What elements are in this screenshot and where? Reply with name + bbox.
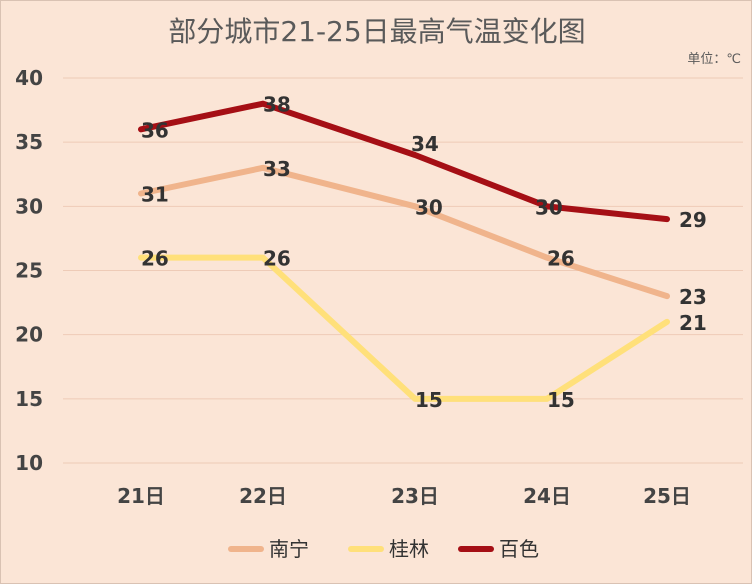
data-label: 30 — [535, 195, 563, 219]
data-label: 23 — [679, 285, 707, 309]
data-label: 15 — [547, 388, 575, 412]
y-tick-label: 20 — [15, 323, 43, 347]
legend-label: 桂林 — [389, 537, 429, 561]
legend: 南宁 桂林 百色 — [228, 537, 539, 561]
data-label: 26 — [141, 247, 169, 271]
y-tick-label: 40 — [15, 66, 43, 90]
legend-label: 百色 — [499, 537, 539, 561]
x-tick-label: 21日 — [117, 484, 165, 508]
y-tick-label: 30 — [15, 194, 43, 218]
chart-title: 部分城市21-25日最高气温变化图 — [168, 15, 585, 48]
series-line — [138, 100, 670, 223]
data-label: 31 — [141, 183, 169, 207]
data-label: 26 — [547, 247, 575, 271]
data-label: 29 — [679, 208, 707, 232]
y-axis-ticks: 10 15 20 25 30 35 40 — [15, 66, 43, 475]
series-line — [138, 254, 670, 402]
y-tick-label: 15 — [15, 387, 43, 411]
data-labels: 31 33 30 26 23 26 26 15 15 21 36 38 34 30 29 — [141, 93, 707, 412]
y-tick-label: 10 — [15, 451, 43, 475]
data-label: 15 — [415, 388, 443, 412]
y-tick-label: 35 — [15, 130, 43, 154]
data-label: 36 — [141, 118, 169, 142]
data-label: 26 — [263, 247, 291, 271]
legend-label: 南宁 — [269, 537, 309, 561]
data-label: 38 — [263, 93, 291, 117]
series-line — [138, 164, 670, 300]
x-tick-label: 23日 — [391, 484, 439, 508]
x-axis-ticks: 21日 22日 23日 24日 25日 — [117, 484, 691, 508]
data-label: 34 — [411, 132, 439, 156]
data-label: 33 — [263, 157, 291, 181]
y-tick-label: 25 — [15, 259, 43, 283]
x-tick-label: 25日 — [643, 484, 691, 508]
x-tick-label: 24日 — [523, 484, 571, 508]
unit-label: 单位：℃ — [687, 52, 741, 67]
series-lines — [138, 100, 670, 402]
data-label: 30 — [415, 195, 443, 219]
data-label: 21 — [679, 311, 707, 335]
x-tick-label: 22日 — [239, 484, 287, 508]
